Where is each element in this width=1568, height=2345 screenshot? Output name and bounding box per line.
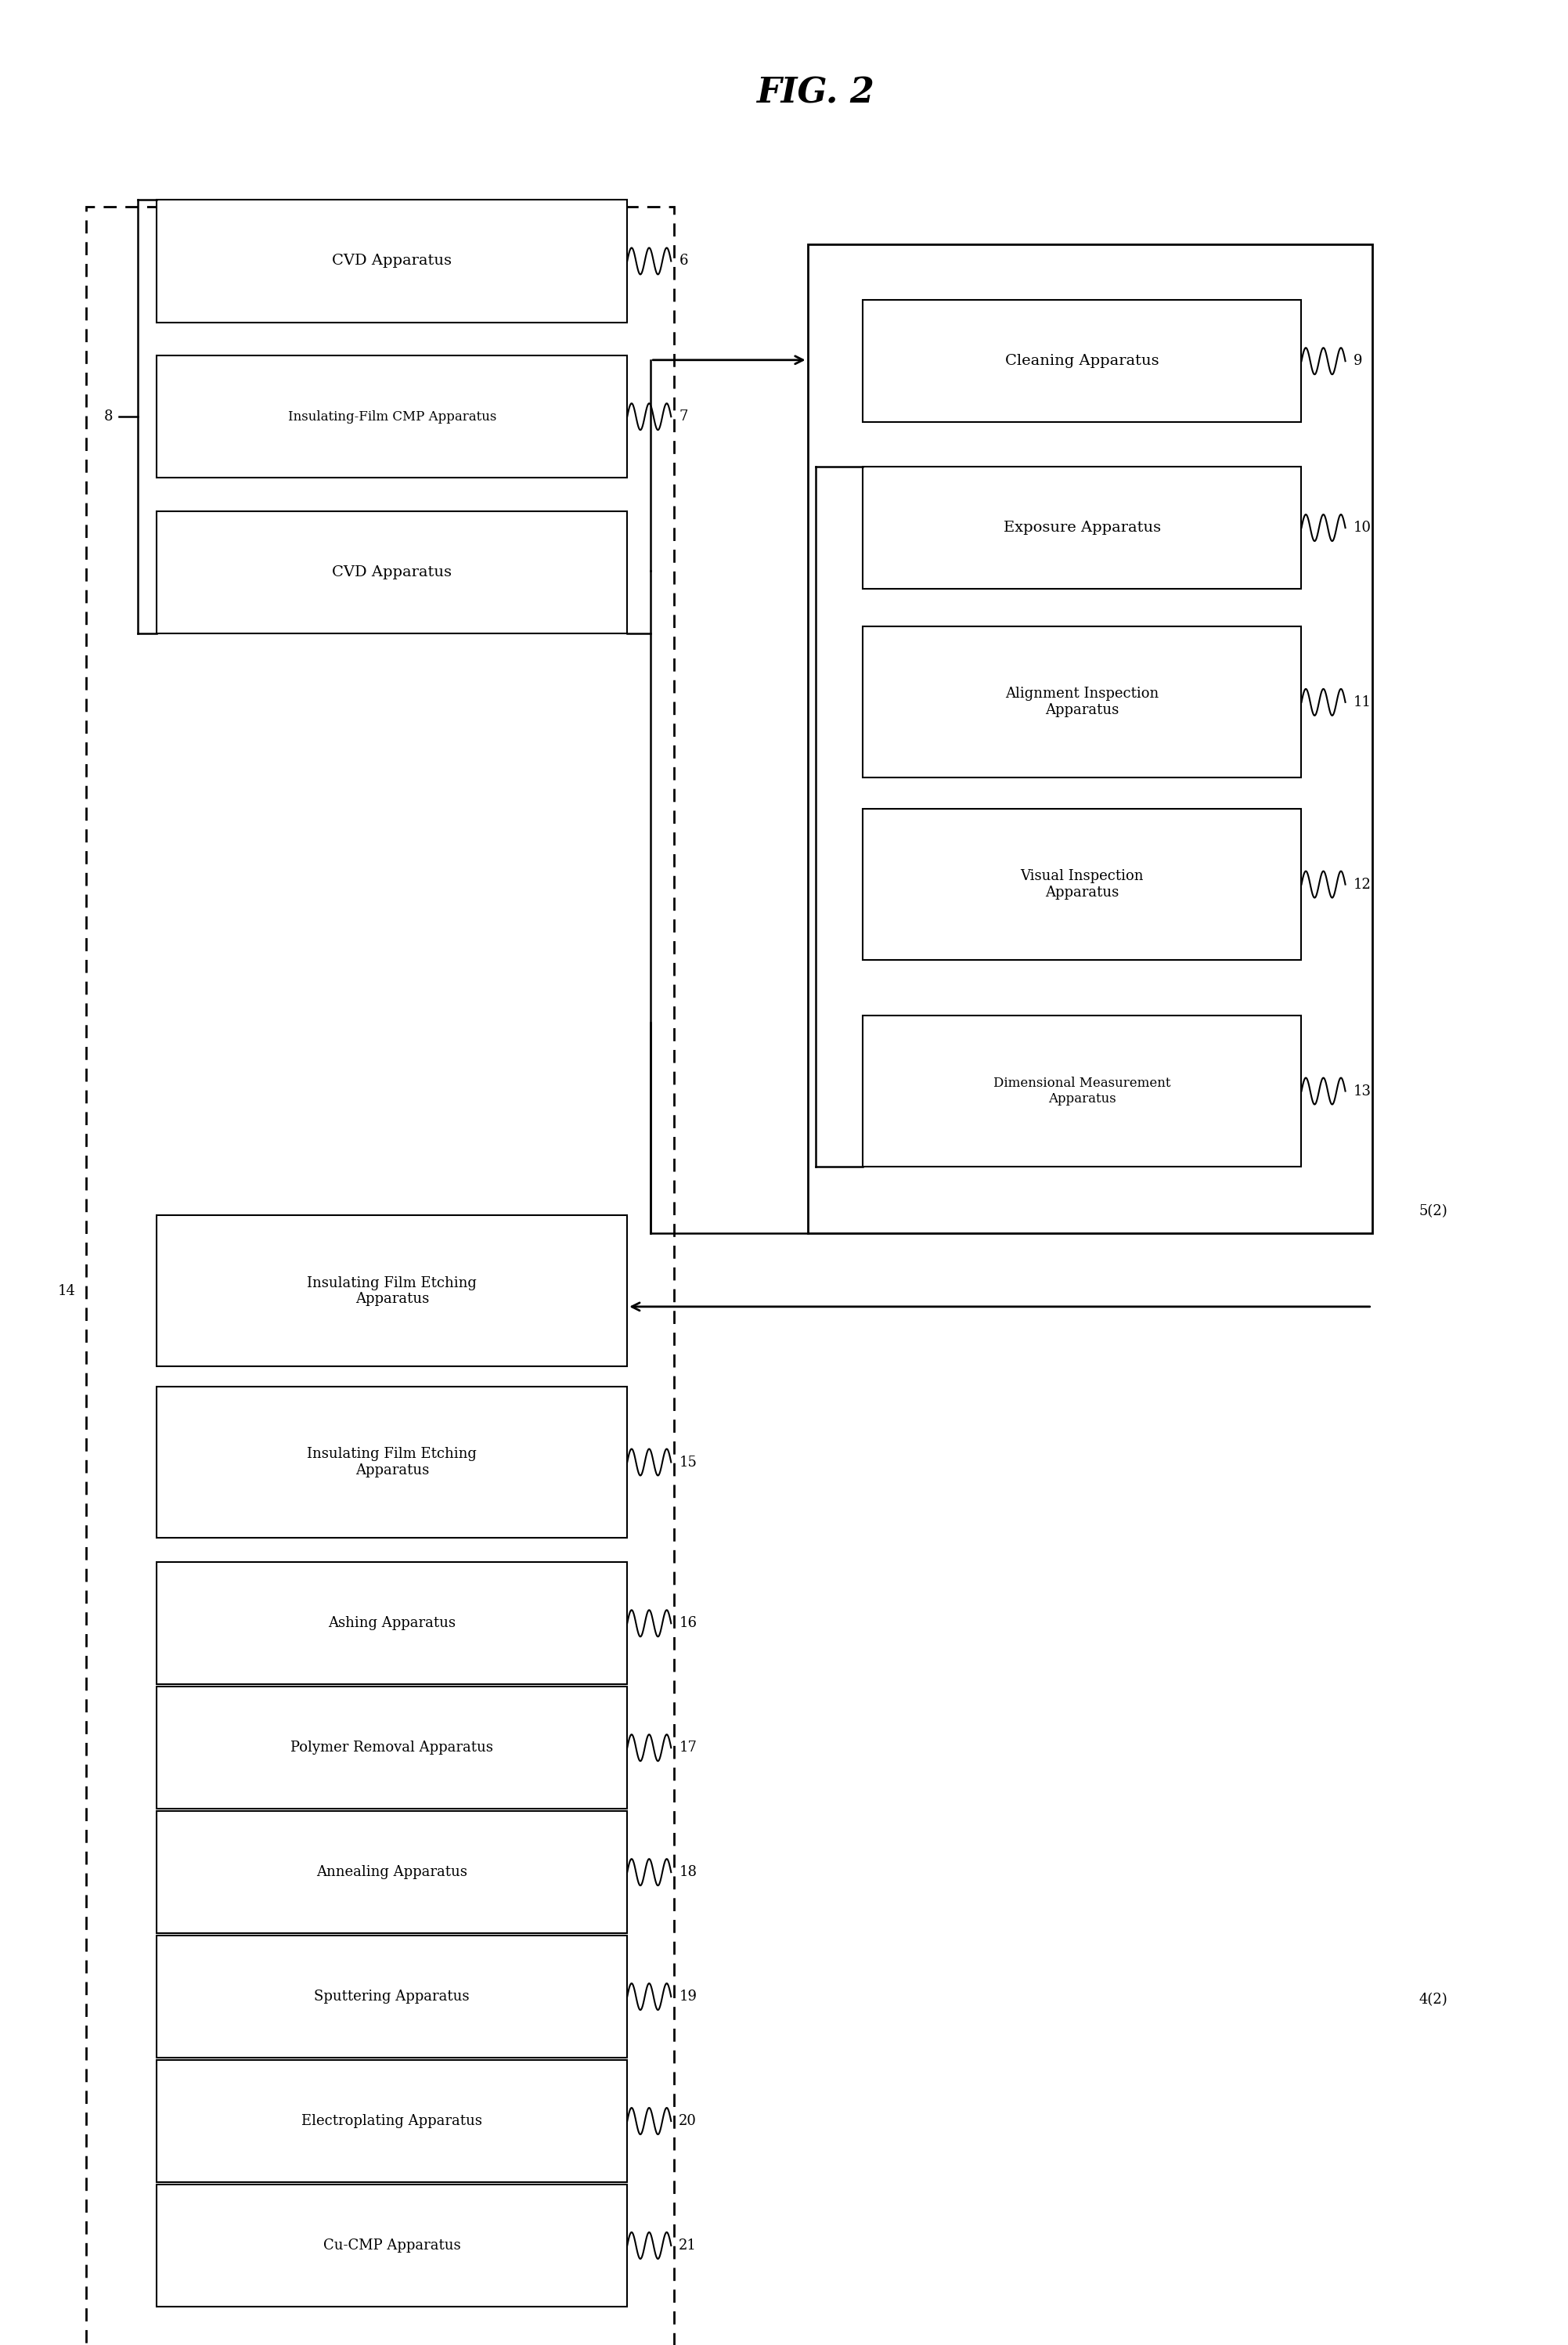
Text: 16: 16	[679, 1616, 696, 1630]
Text: Sputtering Apparatus: Sputtering Apparatus	[314, 1989, 470, 2003]
Text: Annealing Apparatus: Annealing Apparatus	[317, 1864, 467, 1878]
Text: Insulating-Film CMP Apparatus: Insulating-Film CMP Apparatus	[289, 410, 495, 424]
Text: CVD Apparatus: CVD Apparatus	[332, 565, 452, 579]
Text: Exposure Apparatus: Exposure Apparatus	[1004, 521, 1160, 535]
FancyBboxPatch shape	[157, 199, 627, 321]
Text: Cleaning Apparatus: Cleaning Apparatus	[1005, 354, 1159, 368]
FancyBboxPatch shape	[157, 1810, 627, 1932]
FancyBboxPatch shape	[157, 1386, 627, 1538]
Text: 21: 21	[679, 2239, 696, 2254]
Text: CVD Apparatus: CVD Apparatus	[332, 253, 452, 267]
Text: 5(2): 5(2)	[1419, 1203, 1447, 1217]
Text: Dimensional Measurement
Apparatus: Dimensional Measurement Apparatus	[993, 1076, 1171, 1104]
Text: 19: 19	[679, 1989, 696, 2003]
Text: Insulating Film Etching
Apparatus: Insulating Film Etching Apparatus	[307, 1276, 477, 1306]
FancyBboxPatch shape	[862, 1015, 1301, 1168]
Text: 12: 12	[1353, 877, 1370, 891]
Text: 9: 9	[1353, 354, 1363, 368]
Text: 18: 18	[679, 1864, 696, 1878]
Text: Electroplating Apparatus: Electroplating Apparatus	[301, 2115, 483, 2129]
Text: 7: 7	[679, 410, 688, 424]
Text: Visual Inspection
Apparatus: Visual Inspection Apparatus	[1021, 870, 1143, 900]
FancyBboxPatch shape	[862, 300, 1301, 422]
FancyBboxPatch shape	[862, 809, 1301, 959]
Text: 4(2): 4(2)	[1419, 1993, 1447, 2007]
FancyBboxPatch shape	[157, 511, 627, 633]
Text: 8: 8	[103, 410, 113, 424]
Text: 17: 17	[679, 1740, 696, 1754]
Text: 10: 10	[1353, 521, 1370, 535]
Text: 15: 15	[679, 1456, 696, 1470]
FancyBboxPatch shape	[157, 356, 627, 478]
Text: Cu-CMP Apparatus: Cu-CMP Apparatus	[323, 2239, 461, 2254]
FancyBboxPatch shape	[157, 1935, 627, 2059]
FancyBboxPatch shape	[157, 2186, 627, 2307]
FancyBboxPatch shape	[862, 626, 1301, 779]
Text: Alignment Inspection
Apparatus: Alignment Inspection Apparatus	[1005, 687, 1159, 718]
Text: 20: 20	[679, 2115, 696, 2129]
Text: 14: 14	[58, 1285, 75, 1299]
FancyBboxPatch shape	[862, 467, 1301, 589]
FancyBboxPatch shape	[157, 1215, 627, 1367]
Text: FIG. 2: FIG. 2	[756, 77, 875, 110]
Text: 6: 6	[679, 253, 688, 267]
Text: Polymer Removal Apparatus: Polymer Removal Apparatus	[290, 1740, 494, 1754]
Text: 13: 13	[1353, 1083, 1370, 1097]
Text: Ashing Apparatus: Ashing Apparatus	[328, 1616, 456, 1630]
FancyBboxPatch shape	[157, 1686, 627, 1808]
FancyBboxPatch shape	[157, 1562, 627, 1684]
FancyBboxPatch shape	[157, 2059, 627, 2183]
Text: Insulating Film Etching
Apparatus: Insulating Film Etching Apparatus	[307, 1447, 477, 1477]
Text: 11: 11	[1353, 694, 1370, 708]
